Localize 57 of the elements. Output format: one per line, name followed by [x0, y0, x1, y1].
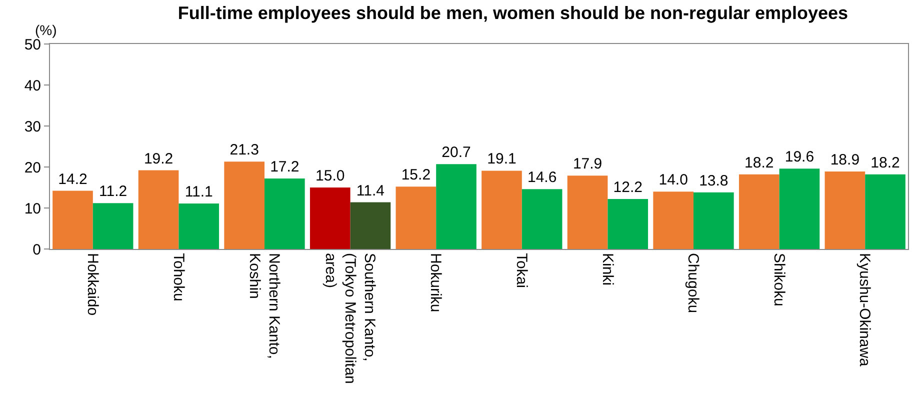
y-tick-label: 10 — [24, 200, 41, 218]
bar — [824, 172, 866, 249]
bar — [396, 186, 436, 249]
x-tick-label: Kyushu-Okinawa — [856, 253, 874, 368]
x-tick-label: Tohoku — [170, 253, 187, 302]
data-label: 17.2 — [270, 158, 300, 176]
bar — [350, 202, 391, 249]
bar — [567, 176, 608, 249]
y-tick-label: 20 — [24, 159, 41, 176]
bar — [653, 192, 694, 249]
bar — [52, 190, 93, 249]
bar — [92, 203, 134, 249]
x-tick-label: Chugoku — [684, 253, 702, 314]
x-tick-label: Northern Kanto, Koshin — [246, 253, 282, 359]
data-label: 14.2 — [58, 170, 88, 188]
x-tick-label: Kinki — [598, 253, 616, 286]
bar — [264, 178, 305, 249]
bar — [522, 189, 562, 249]
bar — [178, 203, 220, 249]
data-label: 14.6 — [527, 169, 557, 186]
data-label: 18.2 — [744, 154, 774, 172]
x-tick-label: Southern Kanto, (Tokyo Metropolitan area) — [322, 253, 378, 384]
y-tick-label: 0 — [32, 241, 41, 258]
data-label: 11.4 — [356, 182, 385, 200]
bar — [694, 192, 734, 249]
data-label: 20.7 — [442, 144, 471, 162]
x-tick-label: Tokai — [513, 253, 530, 288]
data-label: 15.0 — [316, 168, 345, 184]
y-tick-label: 30 — [24, 118, 41, 136]
bar — [310, 188, 350, 249]
x-tick-label: Hokuriku — [427, 253, 444, 312]
data-label: 11.2 — [99, 183, 128, 200]
data-label: 19.1 — [487, 150, 516, 168]
bar — [482, 170, 522, 249]
bar — [865, 174, 906, 249]
x-tick-label: Hokkaido — [84, 253, 102, 316]
data-label: 14.0 — [658, 172, 688, 189]
bar — [779, 168, 820, 249]
data-label: 11.1 — [184, 183, 213, 200]
chart-title: Full-time employees should be men, women should be non-regular employees — [178, 2, 848, 23]
bar — [738, 174, 780, 249]
data-label: 21.3 — [230, 142, 259, 159]
bar — [224, 162, 264, 249]
bar — [436, 164, 476, 249]
data-label: 19.6 — [784, 148, 814, 166]
y-axis-title: (%) — [35, 22, 57, 38]
data-label: 17.9 — [572, 156, 602, 173]
data-label: 18.9 — [830, 152, 860, 169]
data-label: 13.8 — [699, 172, 728, 190]
x-tick-label: Shikoku — [770, 253, 788, 306]
bar — [608, 198, 648, 249]
data-label: 18.2 — [870, 154, 900, 172]
bar — [138, 170, 179, 249]
y-tick-label: 40 — [24, 77, 41, 94]
data-label: 19.2 — [144, 150, 174, 168]
data-label: 15.2 — [401, 166, 431, 184]
data-label: 12.2 — [613, 178, 642, 196]
